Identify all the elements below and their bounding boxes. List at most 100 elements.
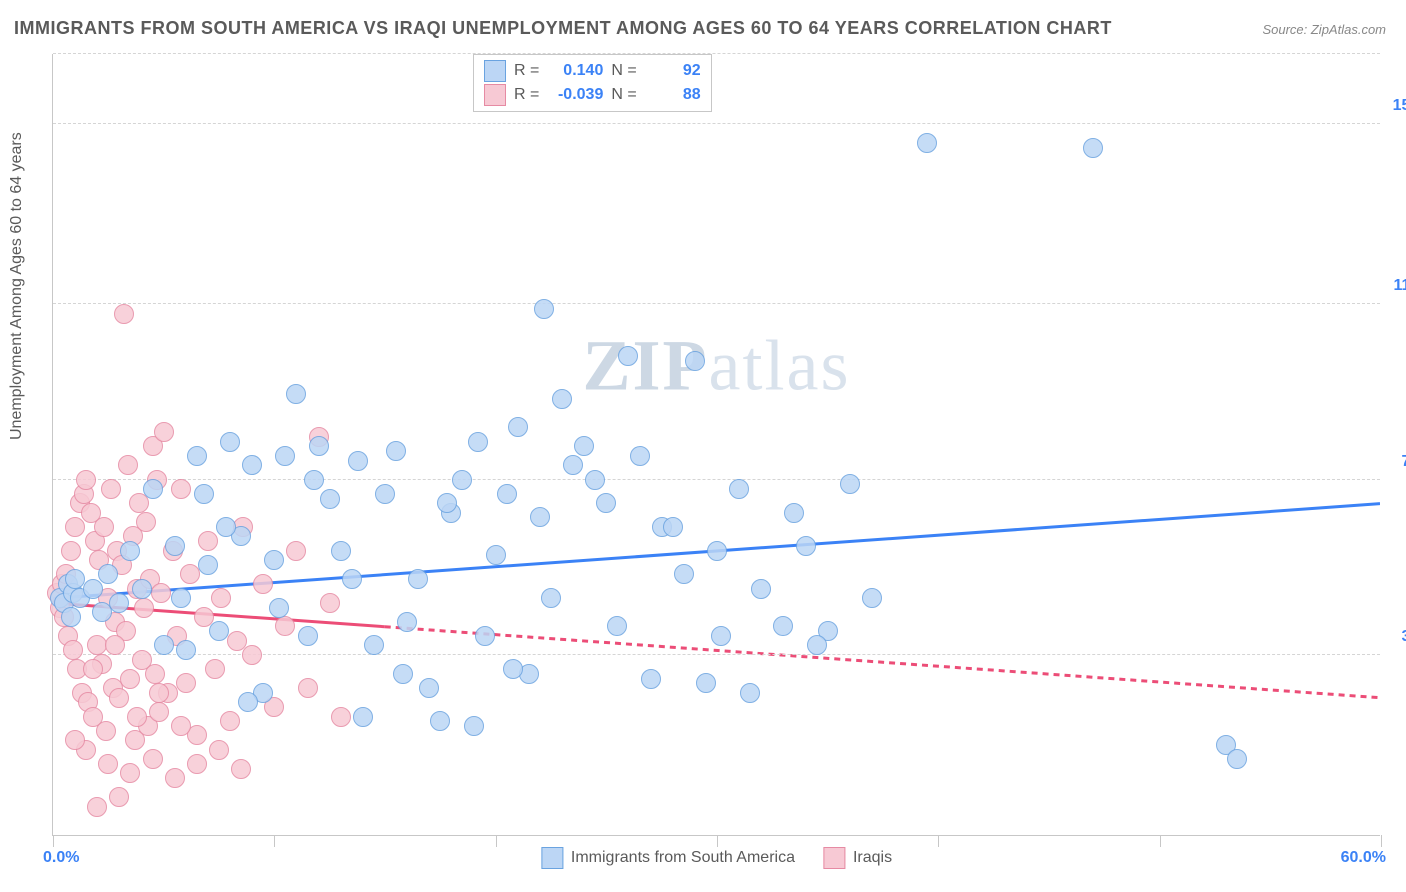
scatter-point — [641, 669, 661, 689]
scatter-point — [286, 541, 306, 561]
swatch-series1 — [484, 60, 506, 82]
scatter-point — [331, 541, 351, 561]
scatter-point — [740, 683, 760, 703]
scatter-point — [286, 384, 306, 404]
x-axis-max-label: 60.0% — [1341, 849, 1386, 867]
y-tick-label: 7.5% — [1402, 453, 1406, 471]
scatter-point — [574, 436, 594, 456]
scatter-point — [784, 503, 804, 523]
scatter-point — [154, 635, 174, 655]
scatter-point — [430, 711, 450, 731]
x-axis-min-label: 0.0% — [43, 849, 79, 867]
legend-item-series2: Iraqis — [823, 847, 892, 869]
scatter-point — [65, 517, 85, 537]
correlation-stats-box: R = 0.140 N = 92 R = -0.039 N = 88 — [473, 54, 712, 112]
n-label: N = — [611, 59, 636, 83]
scatter-point — [238, 692, 258, 712]
scatter-point — [231, 759, 251, 779]
x-tick — [274, 835, 275, 847]
scatter-point — [242, 455, 262, 475]
r-value-series2: -0.039 — [547, 83, 603, 107]
scatter-point — [275, 616, 295, 636]
chart-title: IMMIGRANTS FROM SOUTH AMERICA VS IRAQI U… — [14, 18, 1112, 39]
r-label: R = — [514, 59, 539, 83]
gridline-h — [53, 53, 1380, 54]
scatter-point — [165, 768, 185, 788]
y-tick-label: 15.0% — [1393, 97, 1406, 115]
scatter-point — [269, 598, 289, 618]
scatter-point — [452, 470, 472, 490]
x-tick — [1160, 835, 1161, 847]
scatter-point — [486, 545, 506, 565]
scatter-point — [685, 351, 705, 371]
scatter-point — [696, 673, 716, 693]
x-tick — [717, 835, 718, 847]
scatter-point — [596, 493, 616, 513]
scatter-point — [209, 621, 229, 641]
scatter-point — [211, 588, 231, 608]
n-label: N = — [611, 83, 636, 107]
scatter-point — [242, 645, 262, 665]
scatter-point — [216, 517, 236, 537]
scatter-point — [149, 702, 169, 722]
stats-row-series2: R = -0.039 N = 88 — [484, 83, 701, 107]
scatter-point — [154, 422, 174, 442]
x-tick — [496, 835, 497, 847]
scatter-point — [65, 730, 85, 750]
scatter-point — [264, 550, 284, 570]
legend: Immigrants from South America Iraqis — [541, 847, 892, 869]
scatter-point — [807, 635, 827, 655]
scatter-point — [109, 787, 129, 807]
watermark: ZIPatlas — [583, 325, 851, 408]
scatter-point — [96, 721, 116, 741]
scatter-point — [304, 470, 324, 490]
gridline-h — [53, 303, 1380, 304]
scatter-point — [840, 474, 860, 494]
legend-label-series2: Iraqis — [853, 849, 892, 867]
source-attribution: Source: ZipAtlas.com — [1262, 22, 1386, 37]
scatter-point — [180, 564, 200, 584]
scatter-point — [552, 389, 572, 409]
r-label: R = — [514, 83, 539, 107]
scatter-point — [275, 446, 295, 466]
scatter-point — [468, 432, 488, 452]
scatter-point — [98, 564, 118, 584]
scatter-point — [320, 593, 340, 613]
scatter-point — [393, 664, 413, 684]
scatter-point — [187, 446, 207, 466]
scatter-point — [171, 479, 191, 499]
scatter-point — [917, 133, 937, 153]
n-value-series2: 88 — [645, 83, 701, 107]
scatter-point — [253, 574, 273, 594]
scatter-point — [751, 579, 771, 599]
scatter-point — [176, 673, 196, 693]
scatter-point — [437, 493, 457, 513]
scatter-point — [101, 479, 121, 499]
legend-label-series1: Immigrants from South America — [571, 849, 795, 867]
scatter-point — [83, 659, 103, 679]
scatter-point — [503, 659, 523, 679]
scatter-point — [127, 707, 147, 727]
scatter-point — [87, 797, 107, 817]
scatter-point — [171, 588, 191, 608]
scatter-point — [209, 740, 229, 760]
scatter-point — [862, 588, 882, 608]
scatter-point — [149, 683, 169, 703]
scatter-point — [198, 531, 218, 551]
scatter-point — [120, 669, 140, 689]
scatter-point — [120, 541, 140, 561]
scatter-point — [298, 626, 318, 646]
scatter-point — [630, 446, 650, 466]
scatter-point — [187, 754, 207, 774]
scatter-point — [92, 602, 112, 622]
scatter-point — [796, 536, 816, 556]
scatter-point — [63, 640, 83, 660]
n-value-series1: 92 — [645, 59, 701, 83]
scatter-point — [408, 569, 428, 589]
scatter-point — [109, 688, 129, 708]
scatter-point — [143, 749, 163, 769]
swatch-series2 — [484, 84, 506, 106]
scatter-point — [607, 616, 627, 636]
scatter-point — [134, 598, 154, 618]
scatter-point — [143, 479, 163, 499]
